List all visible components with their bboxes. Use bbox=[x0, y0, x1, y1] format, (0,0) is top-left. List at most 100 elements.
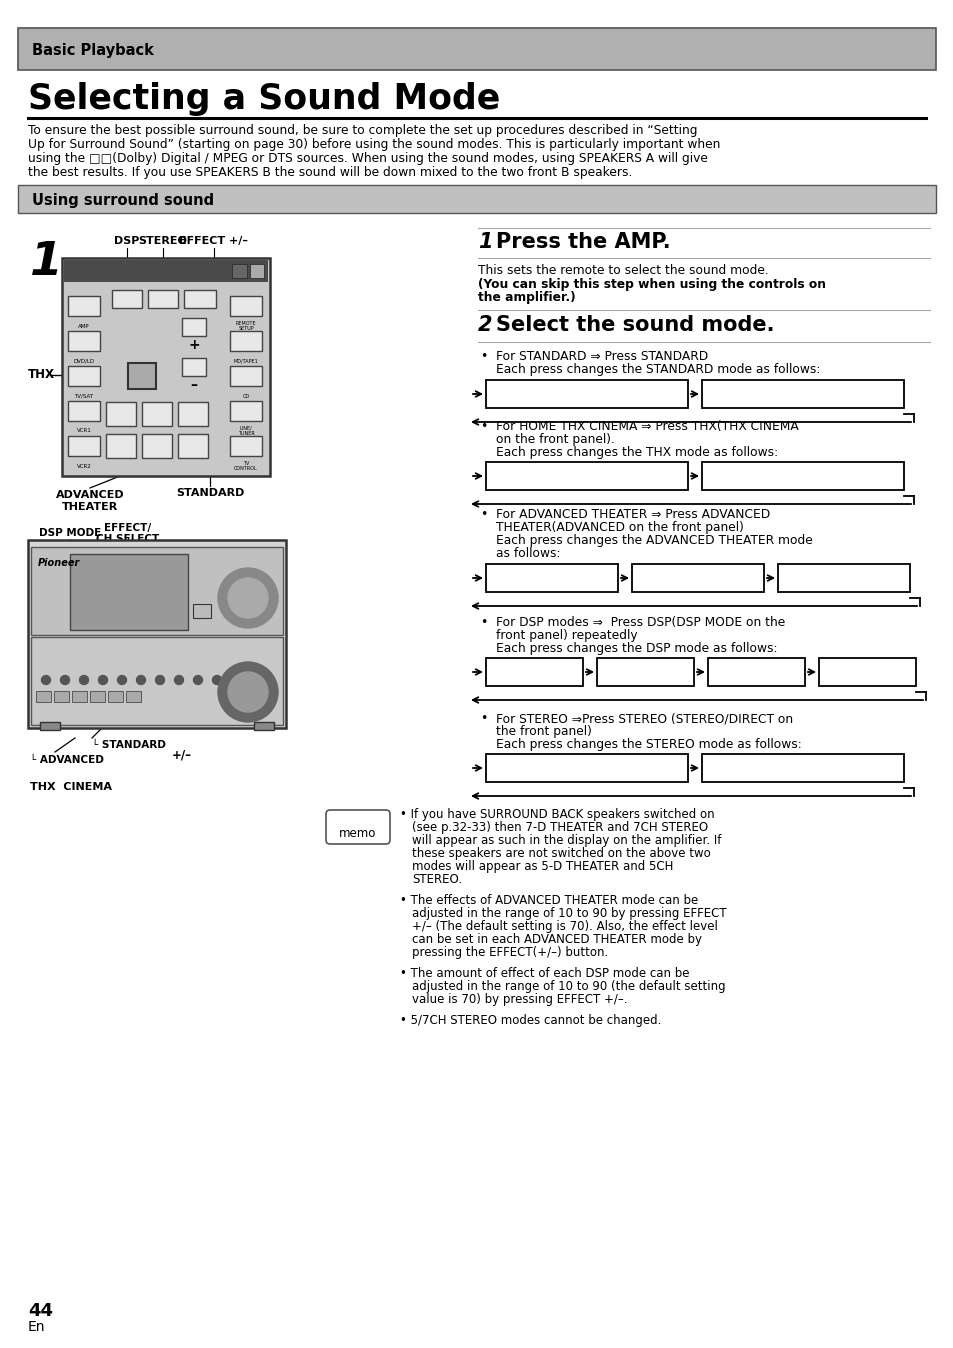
Circle shape bbox=[174, 675, 183, 685]
Text: For HOME THX CINEMA ⇒ Press THX(THX CINEMA: For HOME THX CINEMA ⇒ Press THX(THX CINE… bbox=[496, 421, 798, 433]
Bar bbox=[250, 264, 264, 278]
Text: ADVANCED: ADVANCED bbox=[55, 491, 124, 500]
Bar bbox=[18, 185, 935, 213]
Bar bbox=[230, 367, 262, 386]
Text: +: + bbox=[188, 338, 199, 352]
Text: For DSP modes ⇒  Press DSP(DSP MODE on the: For DSP modes ⇒ Press DSP(DSP MODE on th… bbox=[496, 616, 784, 630]
Circle shape bbox=[218, 568, 277, 628]
Circle shape bbox=[136, 675, 146, 685]
Text: • 5/7CH STEREO modes cannot be changed.: • 5/7CH STEREO modes cannot be changed. bbox=[399, 1014, 660, 1027]
Bar bbox=[230, 400, 262, 421]
Bar bbox=[40, 723, 60, 731]
Bar bbox=[182, 318, 206, 336]
Bar bbox=[485, 563, 618, 592]
Text: VCR2: VCR2 bbox=[76, 464, 91, 469]
Text: LINE/
TUNER: LINE/ TUNER bbox=[237, 426, 254, 437]
Text: adjusted in the range of 10 to 90 by pressing EFFECT: adjusted in the range of 10 to 90 by pre… bbox=[412, 907, 726, 919]
Text: For STANDARD ⇒ Press STANDARD: For STANDARD ⇒ Press STANDARD bbox=[496, 350, 707, 363]
Bar bbox=[68, 332, 100, 350]
Bar bbox=[90, 692, 105, 702]
Bar bbox=[182, 359, 206, 376]
Bar bbox=[112, 290, 142, 307]
Text: adjusted in the range of 10 to 90 (the default setting: adjusted in the range of 10 to 90 (the d… bbox=[412, 980, 725, 993]
Circle shape bbox=[228, 578, 268, 617]
Text: –: – bbox=[191, 377, 197, 392]
Text: •: • bbox=[479, 421, 487, 433]
Text: Each press changes the STANDARD mode as follows:: Each press changes the STANDARD mode as … bbox=[496, 363, 820, 376]
Text: the front panel): the front panel) bbox=[496, 725, 591, 737]
Circle shape bbox=[155, 675, 164, 685]
Text: DSP MODE: DSP MODE bbox=[39, 528, 101, 538]
Bar bbox=[68, 367, 100, 386]
Circle shape bbox=[218, 662, 277, 723]
Text: can be set in each ADVANCED THEATER mode by: can be set in each ADVANCED THEATER mode… bbox=[412, 933, 701, 946]
Text: Each press changes the STEREO mode as follows:: Each press changes the STEREO mode as fo… bbox=[496, 737, 801, 751]
Text: Selecting a Sound Mode: Selecting a Sound Mode bbox=[28, 82, 499, 116]
Bar bbox=[230, 332, 262, 350]
Bar bbox=[485, 462, 687, 491]
Text: on the front panel).: on the front panel). bbox=[496, 433, 615, 446]
Text: these speakers are not switched on the above two: these speakers are not switched on the a… bbox=[412, 847, 710, 860]
Bar bbox=[30, 547, 283, 635]
Text: STANDARD: STANDARD bbox=[175, 488, 244, 497]
Bar bbox=[230, 297, 262, 315]
Text: En: En bbox=[28, 1320, 46, 1335]
Bar bbox=[485, 658, 582, 686]
Text: To ensure the best possible surround sound, be sure to complete the set up proce: To ensure the best possible surround sou… bbox=[28, 124, 697, 137]
Text: Using surround sound: Using surround sound bbox=[32, 194, 213, 209]
Text: value is 70) by pressing EFFECT +/–.: value is 70) by pressing EFFECT +/–. bbox=[412, 993, 627, 1006]
Bar bbox=[128, 363, 156, 390]
Bar bbox=[108, 692, 123, 702]
Text: TV
CONTROL: TV CONTROL bbox=[233, 461, 257, 472]
Text: •: • bbox=[479, 712, 487, 725]
Bar bbox=[778, 563, 909, 592]
Bar bbox=[184, 290, 215, 307]
Text: (see p.32-33) then 7-D THEATER and 7CH STEREO: (see p.32-33) then 7-D THEATER and 7CH S… bbox=[412, 821, 707, 834]
Bar bbox=[631, 563, 763, 592]
Bar bbox=[68, 400, 100, 421]
Text: AMP: AMP bbox=[78, 324, 90, 329]
Bar bbox=[54, 692, 69, 702]
Bar bbox=[232, 264, 247, 278]
Bar bbox=[178, 434, 208, 458]
Text: This sets the remote to select the sound mode.: This sets the remote to select the sound… bbox=[477, 264, 768, 276]
Bar bbox=[148, 290, 178, 307]
Text: Each press changes the THX mode as follows:: Each press changes the THX mode as follo… bbox=[496, 446, 778, 460]
Text: STEREO.: STEREO. bbox=[412, 874, 461, 886]
Text: EFFECT/: EFFECT/ bbox=[104, 523, 152, 532]
Text: THX  CINEMA: THX CINEMA bbox=[30, 782, 112, 793]
Text: EFFECT +/–: EFFECT +/– bbox=[179, 236, 248, 245]
Text: CD: CD bbox=[242, 394, 250, 399]
Text: pressing the EFFECT(+/–) button.: pressing the EFFECT(+/–) button. bbox=[412, 946, 608, 958]
Bar bbox=[142, 434, 172, 458]
Bar bbox=[193, 604, 211, 617]
Text: 1: 1 bbox=[477, 232, 492, 252]
Text: REMOTE
SETUP: REMOTE SETUP bbox=[235, 321, 256, 332]
Text: TV/SAT: TV/SAT bbox=[74, 394, 93, 399]
Text: Pioneer: Pioneer bbox=[38, 558, 80, 568]
Text: STEREO: STEREO bbox=[138, 236, 187, 245]
Text: DSP: DSP bbox=[114, 236, 139, 245]
Bar bbox=[36, 692, 51, 702]
Circle shape bbox=[117, 675, 127, 685]
Text: •: • bbox=[479, 350, 487, 363]
Circle shape bbox=[98, 675, 108, 685]
Bar bbox=[71, 692, 87, 702]
Bar bbox=[68, 297, 100, 315]
Bar bbox=[62, 257, 270, 476]
Bar bbox=[68, 435, 100, 456]
Text: will appear as such in the display on the amplifier. If: will appear as such in the display on th… bbox=[412, 834, 720, 847]
Text: Each press changes the ADVANCED THEATER mode: Each press changes the ADVANCED THEATER … bbox=[496, 534, 812, 547]
Bar bbox=[230, 435, 262, 456]
Text: VCR1: VCR1 bbox=[76, 429, 91, 434]
Bar bbox=[485, 380, 687, 408]
Circle shape bbox=[79, 675, 89, 685]
Text: • The amount of effect of each DSP mode can be: • The amount of effect of each DSP mode … bbox=[399, 967, 689, 980]
Bar bbox=[142, 402, 172, 426]
Text: THEATER: THEATER bbox=[62, 501, 118, 512]
Text: using the □□(Dolby) Digital / MPEG or DTS sources. When using the sound modes, u: using the □□(Dolby) Digital / MPEG or DT… bbox=[28, 152, 707, 164]
Text: For STEREO ⇒Press STEREO (STEREO/DIRECT on: For STEREO ⇒Press STEREO (STEREO/DIRECT … bbox=[496, 712, 792, 725]
Text: the amplifier.): the amplifier.) bbox=[477, 291, 575, 305]
Text: DVD/LD: DVD/LD bbox=[73, 359, 94, 364]
Text: memo: memo bbox=[339, 828, 376, 840]
